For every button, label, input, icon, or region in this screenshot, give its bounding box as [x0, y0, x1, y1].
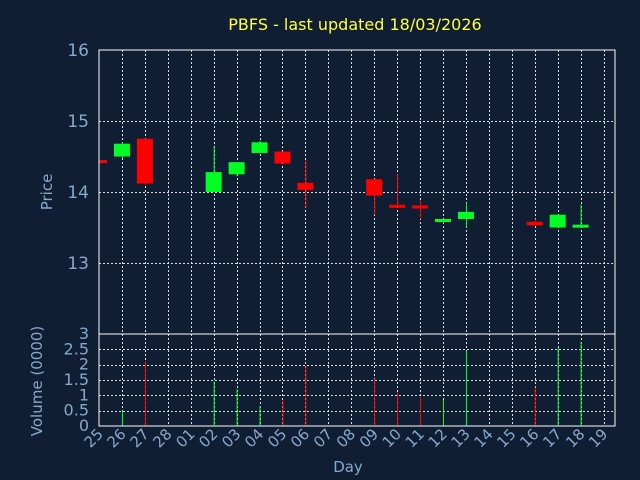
candle-body [366, 179, 383, 196]
price-tick-label: 13 [67, 254, 89, 274]
volume-bars [121, 341, 582, 426]
volume-tick-label: 2 [79, 355, 89, 374]
volume-tick-label: 1.5 [64, 370, 89, 389]
candle-body [457, 211, 474, 219]
candle-body [549, 214, 566, 228]
candle-body [251, 142, 268, 153]
candle-body [205, 172, 222, 192]
volume-tick-label: 3 [79, 324, 89, 343]
candle-body [136, 138, 153, 184]
candle-body [412, 205, 429, 209]
volume-tick-label: 0.5 [64, 401, 89, 420]
candle-body [572, 224, 589, 228]
price-tick-label: 14 [67, 183, 89, 203]
price-tick-label: 15 [67, 112, 89, 132]
chart-title: PBFS - last updated 18/03/2026 [228, 15, 481, 34]
price-axis-label: Price [38, 174, 56, 211]
day-axis-label: Day [333, 458, 363, 476]
volume-tick-label: 2.5 [64, 339, 89, 358]
candle-body [526, 221, 543, 226]
volume-tick-label: 0 [79, 416, 89, 435]
candle-body [297, 182, 314, 190]
candle-body [389, 204, 406, 208]
candle-body [228, 162, 245, 175]
candle-body [274, 151, 291, 164]
candle-body [435, 218, 451, 222]
volume-tick-labels: 00.511.522.53 [64, 324, 89, 435]
volume-axis-label: Volume (0000) [28, 326, 46, 436]
price-tick-label: 16 [67, 41, 89, 61]
volume-tick-label: 1 [79, 385, 89, 404]
day-tick-labels: 2526272801020304050607080910111213141516… [81, 425, 612, 451]
price-tick-labels: 13 14 15 16 [67, 41, 89, 274]
candle-body [113, 143, 130, 157]
volume-frame [98, 333, 616, 427]
candles [99, 138, 589, 228]
price-grid [99, 50, 615, 334]
candle-body [99, 160, 107, 164]
